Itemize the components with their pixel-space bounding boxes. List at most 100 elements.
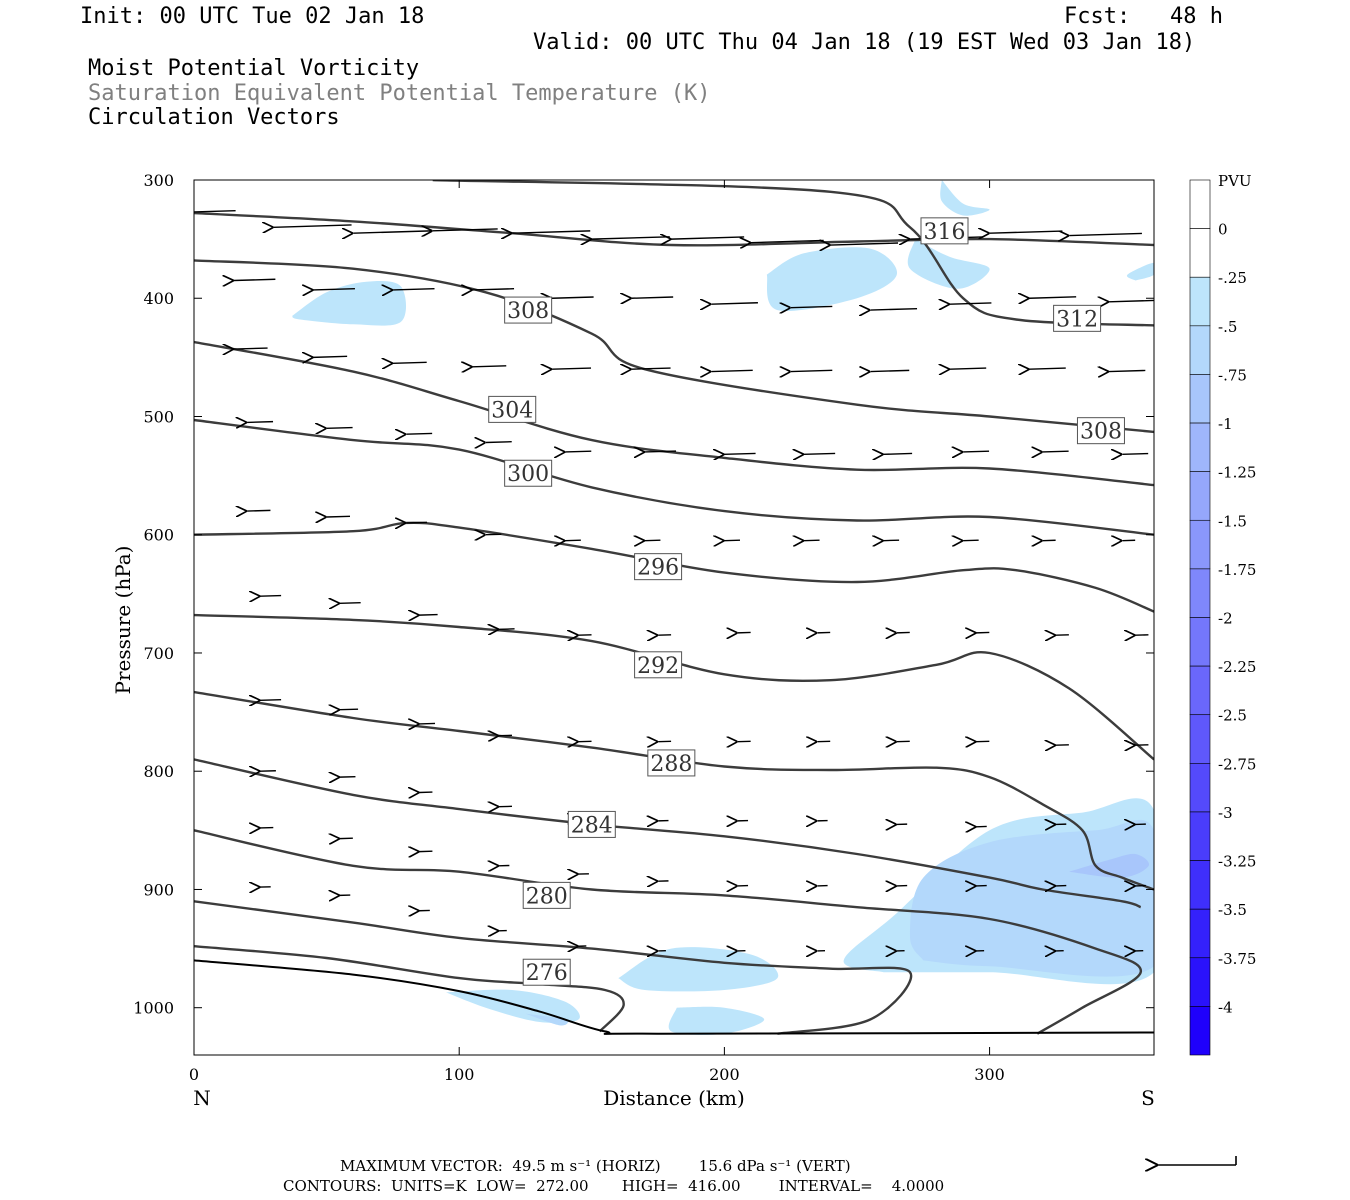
field-title-pv: Moist Potential Vorticity	[88, 56, 420, 81]
colorbar-label-1: -.25	[1218, 269, 1247, 287]
vector-45	[963, 451, 990, 452]
vector-41	[645, 451, 677, 452]
contour-label-312: 312	[1053, 304, 1102, 332]
colorbar-label-16: -4	[1218, 998, 1233, 1016]
vector-0	[194, 211, 236, 212]
vector-37	[327, 428, 353, 429]
svg-text:288: 288	[650, 752, 692, 777]
contour-label-300: 300	[504, 459, 553, 487]
svg-text:300: 300	[507, 462, 549, 487]
colorbar-label-2: -.5	[1218, 318, 1237, 336]
theta-contour-316	[432, 180, 1154, 327]
colorbar-bin-5	[1189, 422, 1211, 472]
vector-11	[1069, 233, 1142, 235]
vector-28	[552, 368, 592, 369]
vector-42	[724, 453, 756, 454]
vector-50	[406, 522, 427, 523]
vector-17	[632, 297, 674, 298]
colorbar-bin-9	[1189, 617, 1211, 667]
vector-23	[1109, 300, 1154, 301]
x-end-label-south: S	[1141, 1086, 1155, 1110]
theta-contour-312	[194, 211, 1154, 247]
theta-contour-296	[194, 613, 1154, 761]
valid-time: Valid: 00 UTC Thu 04 Jan 18 (19 EST Wed …	[533, 30, 1196, 55]
svg-text:280: 280	[526, 884, 568, 909]
reference-vector-icon	[1158, 1156, 1237, 1165]
vector-5	[592, 237, 670, 239]
vector-35	[1109, 370, 1146, 371]
colorbar-label-3: -.75	[1218, 366, 1247, 384]
colorbar-label-7: -1.75	[1218, 561, 1256, 579]
vector-1	[274, 225, 352, 227]
svg-text:316: 316	[923, 220, 965, 245]
pv-region-10	[525, 1013, 568, 1026]
svg-text:296: 296	[637, 556, 679, 581]
svg-text:304: 304	[491, 398, 533, 423]
x-axis-label: Distance (km)	[603, 1086, 745, 1110]
pv-shading	[292, 180, 1154, 1035]
y-tick-label-400: 400	[143, 289, 174, 308]
y-tick-label-500: 500	[143, 407, 174, 426]
theta-contour-308	[194, 340, 1154, 487]
colorbar-bin-15	[1189, 908, 1211, 959]
theta-contour-304	[194, 418, 1154, 536]
vector-7	[751, 240, 824, 242]
colorbar-title: PVU	[1218, 172, 1252, 190]
vector-16	[552, 297, 594, 298]
vector-48	[247, 510, 271, 511]
colorbar-label-15: -3.75	[1218, 950, 1256, 968]
svg-text:292: 292	[637, 654, 679, 679]
y-axis-label: Pressure (hPa)	[111, 546, 135, 695]
colorbar-bin-7	[1189, 519, 1211, 570]
contour-label-308: 308	[504, 296, 553, 324]
colorbar-bin-10	[1189, 665, 1211, 716]
colorbar-label-10: -2.5	[1218, 707, 1247, 725]
vector-12	[234, 279, 276, 280]
contour-label-280: 280	[522, 881, 571, 909]
colorbar-bin-2	[1189, 276, 1211, 327]
vector-73	[340, 709, 359, 710]
colorbar-bin-8	[1189, 568, 1211, 618]
vector-26	[393, 362, 427, 363]
x-tick-label-0: 0	[189, 1065, 199, 1084]
colorbar-bin-17	[1189, 1006, 1211, 1056]
vector-4	[512, 231, 591, 233]
svg-text:308: 308	[1080, 420, 1122, 445]
field-title-theta: Saturation Equivalent Potential Temperat…	[88, 81, 711, 106]
pv-region-3	[940, 180, 990, 216]
x-tick-label-200: 200	[709, 1065, 740, 1084]
colorbar-label-9: -2.25	[1218, 658, 1256, 676]
vector-61	[340, 603, 361, 604]
vector-13	[313, 289, 355, 290]
theta-contour-284	[194, 829, 1142, 1035]
vector-3	[433, 229, 498, 231]
colorbar-bin-1	[1189, 228, 1211, 278]
x-tick-label-300: 300	[974, 1065, 1005, 1084]
y-tick-label-800: 800	[143, 762, 174, 781]
vector-20	[870, 309, 918, 310]
vector-38	[406, 433, 433, 434]
svg-text:312: 312	[1056, 307, 1098, 332]
contour-label-292: 292	[634, 651, 683, 679]
vector-6	[671, 237, 745, 239]
pv-region-6	[910, 819, 1154, 977]
colorbar-label-4: -1	[1218, 415, 1233, 433]
contour-label-288: 288	[647, 749, 696, 777]
theta-contours	[194, 180, 1154, 1035]
vector-44	[884, 453, 913, 454]
vector-14	[393, 289, 435, 290]
x-end-label-north: N	[193, 1086, 211, 1110]
theta-contour-308b	[194, 259, 1154, 434]
y-tick-label-1000: 1000	[133, 999, 174, 1018]
colorbar-label-5: -1.25	[1218, 464, 1256, 482]
colorbar-bin-16	[1189, 957, 1211, 1007]
vector-25	[313, 356, 348, 357]
vector-47	[1122, 454, 1149, 455]
vector-21	[950, 303, 992, 304]
vector-22	[1029, 297, 1077, 298]
plot-frame	[193, 179, 1155, 1056]
contour-label-284: 284	[567, 810, 616, 838]
pv-colorbar: 0 -.25 -.5 -.75 -1 -1.25 -1.5 -1.75 -2 -2.25 -2.5 -…	[1189, 179, 1256, 1056]
colorbar-bin-3	[1189, 325, 1211, 375]
